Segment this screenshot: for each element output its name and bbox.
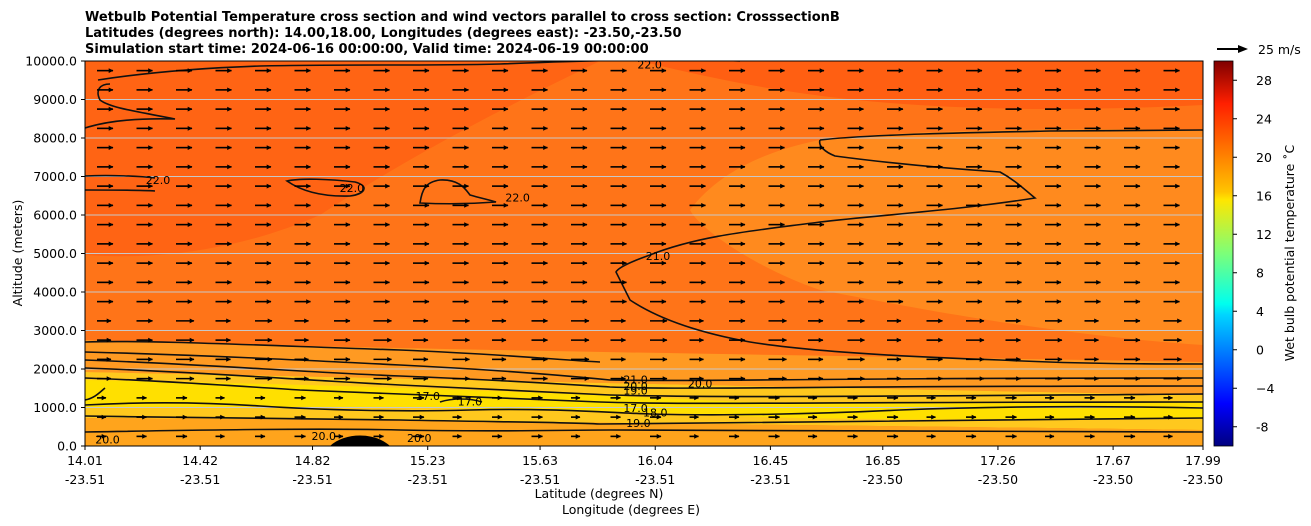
y-tick-label: 7000.0 (33, 169, 77, 184)
y-tick-label: 2000.0 (33, 362, 77, 377)
contour-label: 20.0 (688, 377, 713, 390)
chart-title-line-3: Simulation start time: 2024-06-16 00:00:… (85, 42, 649, 57)
y-tick-label: 8000.0 (33, 131, 77, 146)
x-tick-label-lon: -23.51 (180, 472, 220, 487)
colorbar-tick-label: 24 (1256, 111, 1272, 126)
x-tick-label-lon: -23.51 (520, 472, 560, 487)
contour-line (285, 178, 365, 197)
x-tick-label-lon: -23.51 (635, 472, 675, 487)
x-tick-label-lat: 17.67 (1095, 453, 1131, 468)
field-region-warm-top (85, 61, 1203, 109)
quiver-key: 25 m/s (1217, 42, 1301, 57)
quiver-key-label: 25 m/s (1258, 42, 1301, 57)
quiver-key-arrow-head (1238, 45, 1248, 53)
contour-label: 21.0 (623, 374, 648, 387)
contour-line (819, 129, 1203, 141)
contour-line (85, 402, 1203, 416)
y-tick-label: 1000.0 (33, 400, 77, 415)
colorbar-tick-label: 4 (1256, 304, 1264, 319)
x-tick-label-lat: 16.04 (637, 453, 673, 468)
wind-vectors (97, 68, 1182, 439)
x-tick-label-lon: -23.50 (863, 472, 903, 487)
contour-label: 19.0 (623, 384, 648, 397)
x-tick-label-lon: -23.51 (292, 472, 332, 487)
terrain-blob (330, 435, 390, 446)
contour-label: 17.0 (458, 396, 483, 409)
colorbar-tick-label: 12 (1256, 227, 1272, 242)
contour-label: 22.0 (637, 59, 662, 72)
contour-label: 22.0 (505, 192, 530, 205)
contour-label: 20.0 (623, 380, 648, 393)
field-region-cooler-right (690, 129, 1203, 345)
contour-label: 19.0 (626, 417, 651, 430)
x-axis-label-longitude: Longitude (degrees E) (562, 502, 700, 517)
x-tick-label-lon: -23.51 (750, 472, 790, 487)
x-tick-label-lat: 15.63 (522, 453, 558, 468)
x-tick-label-lat: 15.23 (410, 453, 446, 468)
x-tick-label-lat: 17.26 (980, 453, 1016, 468)
y-axis-ticks: 0.0 1000.0 2000.0 3000.0 4000.0 5000.0 6000.0 7… (25, 54, 85, 454)
contour-label: 18.0 (643, 407, 668, 420)
x-tick-label-lat: 16.85 (865, 453, 901, 468)
contour-line (85, 189, 156, 192)
colorbar-label: Wet bulb potential temperature ˚C (1282, 144, 1297, 361)
x-tick-label-lat: 16.45 (753, 453, 789, 468)
contour-line (85, 377, 1203, 405)
colorbar-tick-label: 16 (1256, 188, 1272, 203)
colorbar-tick-label: 20 (1256, 150, 1272, 165)
y-tick-label: 9000.0 (33, 92, 77, 107)
colorbar-tick-label: 28 (1256, 73, 1272, 88)
contour-line (85, 367, 1203, 398)
contour-label: 20.0 (312, 430, 337, 443)
x-tick-label-lon: -23.51 (65, 472, 105, 487)
contour-label: 20.0 (95, 434, 120, 447)
contour-label: 20.0 (407, 432, 432, 445)
contour-label: 21.0 (646, 250, 671, 263)
x-tick-label-lon: -23.51 (408, 472, 448, 487)
chart-title-line-2: Latitudes (degrees north): 14.00,18.00, … (85, 26, 682, 41)
x-tick-label-lat: 14.01 (67, 453, 103, 468)
colorbar-tick-label: -8 (1256, 419, 1269, 434)
x-tick-label-lon: -23.50 (978, 472, 1018, 487)
contour-label: 17.0 (415, 390, 440, 403)
colorbar-tick-label: 0 (1256, 342, 1264, 357)
colorbar-tick-label: 8 (1256, 265, 1264, 280)
y-tick-label: 4000.0 (33, 285, 77, 300)
chart-title-line-1: Wetbulb Potential Temperature cross sect… (85, 10, 840, 25)
x-tick-label-lon: -23.50 (1183, 472, 1223, 487)
colorbar (1213, 60, 1234, 447)
contour-line (85, 359, 1203, 389)
y-tick-label: 10000.0 (25, 54, 77, 69)
contour-labels: 22.022.022.022.021.021.020.019.017.018.0… (95, 59, 713, 447)
x-axis-ticks: 14.01 -23.51 14.42 -23.51 14.82 -23.51 15.23 -2… (65, 446, 1223, 487)
colorbar-tick-label: −4 (1256, 381, 1274, 396)
x-tick-label-lat: 17.99 (1185, 453, 1221, 468)
y-tick-label: 5000.0 (33, 246, 77, 261)
y-tick-label: 0.0 (57, 439, 77, 454)
contour-line (85, 174, 156, 179)
contour-label: 17.0 (623, 402, 648, 415)
contour-line (615, 139, 1203, 365)
y-tick-label: 3000.0 (33, 323, 77, 338)
x-tick-label-lat: 14.42 (182, 453, 218, 468)
contour-line (85, 387, 106, 401)
field-region-warm-upper-left (85, 61, 600, 257)
x-tick-label-lon: -23.50 (1093, 472, 1133, 487)
contour-label: 22.0 (340, 182, 365, 195)
x-tick-label-lat: 14.82 (295, 453, 331, 468)
x-axis-label-latitude: Latitude (degrees N) (535, 486, 664, 501)
y-axis-label: Altitude (meters) (10, 200, 25, 307)
colorbar-ticks: -8 −4 0 4 8 12 16 20 24 28 (1233, 73, 1274, 434)
field-region-band-upper (85, 340, 1203, 395)
y-tick-label: 6000.0 (33, 208, 77, 223)
contour-line (85, 415, 1203, 425)
contour-label: 22.0 (146, 174, 171, 187)
plot-area: 22.022.022.022.021.021.020.019.017.018.0… (85, 59, 1203, 447)
